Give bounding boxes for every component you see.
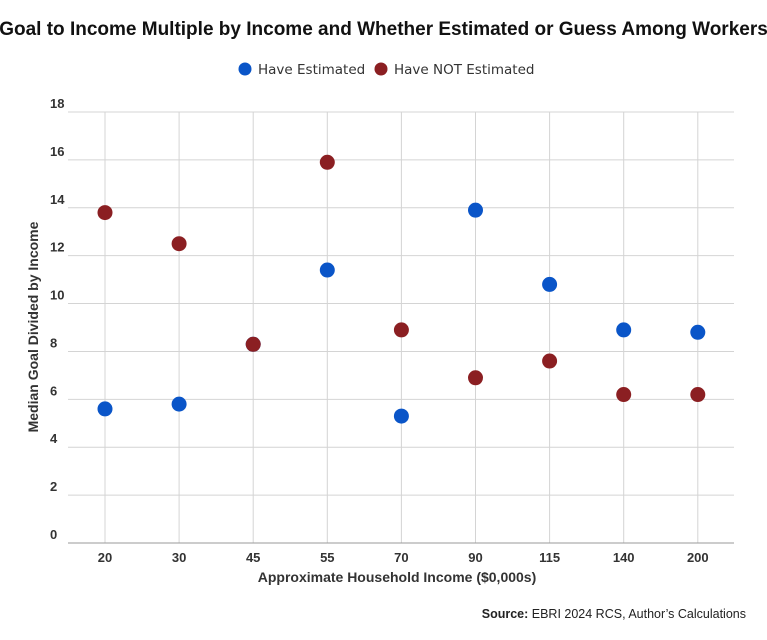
y-tick-label: 6 — [50, 383, 57, 398]
y-tick-label: 0 — [50, 527, 57, 542]
y-tick-label: 2 — [50, 479, 57, 494]
y-tick-label: 14 — [50, 192, 65, 207]
x-axis-ticks: 20 30 45 55 70 90 115 140 200 — [98, 550, 709, 565]
y-tick-label: 4 — [50, 431, 58, 446]
point-have-not-estimated-70 — [393, 322, 409, 338]
y-tick-label: 10 — [50, 288, 64, 303]
point-have-not-estimated-115 — [542, 353, 558, 369]
point-have-not-estimated-140 — [616, 387, 632, 403]
data-points — [97, 154, 706, 424]
point-have-not-estimated-200 — [690, 387, 706, 403]
legend: Have Estimated Have NOT Estimated — [238, 62, 534, 78]
point-have-estimated-140 — [616, 322, 632, 338]
point-have-estimated-200 — [690, 324, 706, 340]
point-have-estimated-70 — [393, 408, 409, 424]
point-have-estimated-20 — [97, 401, 113, 417]
x-tick-label: 30 — [172, 550, 186, 565]
point-have-not-estimated-30 — [171, 236, 187, 252]
point-have-not-estimated-20 — [97, 205, 113, 221]
chart-title: Goal to Income Multiple by Income and Wh… — [0, 19, 767, 40]
source-label: Source: — [482, 607, 529, 621]
x-tick-label: 20 — [98, 550, 112, 565]
x-tick-label: 200 — [687, 550, 709, 565]
y-axis-ticks: 0 2 4 6 8 10 12 14 16 18 — [50, 96, 65, 542]
legend-label-have-estimated: Have Estimated — [258, 62, 365, 78]
point-have-estimated-30 — [171, 396, 187, 412]
source-text: EBRI 2024 RCS, Author’s Calculations — [528, 607, 746, 621]
y-tick-label: 8 — [50, 335, 57, 350]
y-tick-label: 12 — [50, 240, 64, 255]
x-tick-label: 70 — [394, 550, 408, 565]
point-have-estimated-115 — [542, 276, 558, 292]
x-tick-label: 115 — [539, 550, 560, 565]
y-tick-label: 16 — [50, 144, 64, 159]
x-tick-label: 140 — [613, 550, 635, 565]
point-have-estimated-90 — [468, 202, 483, 218]
point-have-not-estimated-90 — [468, 370, 483, 386]
point-have-not-estimated-45 — [245, 336, 261, 352]
legend-marker-have-estimated — [238, 62, 252, 76]
legend-marker-have-not-estimated — [374, 62, 388, 76]
x-tick-label: 90 — [468, 550, 482, 565]
x-tick-label: 45 — [246, 550, 260, 565]
point-have-estimated-55 — [319, 262, 335, 278]
legend-label-have-not-estimated: Have NOT Estimated — [394, 62, 534, 78]
x-axis-label: Approximate Household Income ($0,000s) — [258, 569, 537, 585]
y-tick-label: 18 — [50, 96, 64, 111]
y-axis-label: Median Goal Divided by Income — [25, 221, 41, 432]
point-have-not-estimated-55 — [319, 154, 335, 170]
source-note: Source: EBRI 2024 RCS, Author’s Calculat… — [482, 607, 746, 621]
x-tick-label: 55 — [320, 550, 334, 565]
